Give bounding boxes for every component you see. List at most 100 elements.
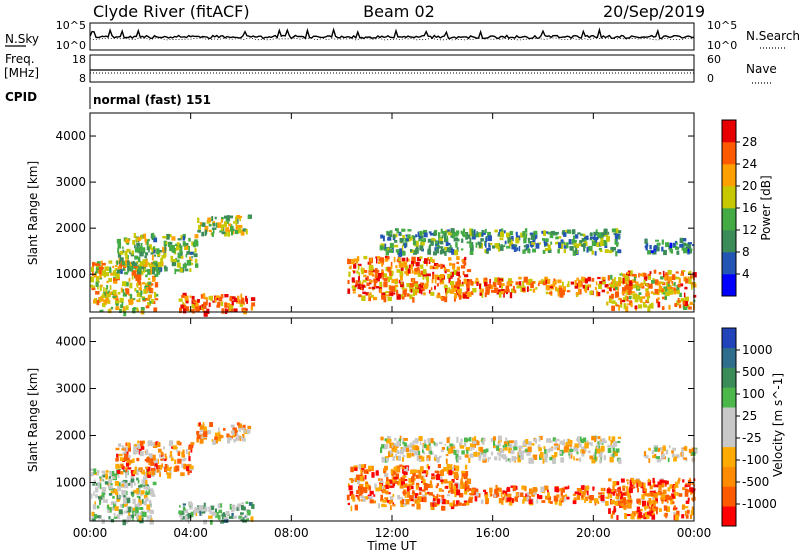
power-colorbar-band [722,274,736,297]
velocity-cell [392,457,395,461]
velocity-cell [401,480,404,486]
power-cell [446,229,450,233]
velocity-cell [223,428,226,431]
velocity-cell [569,448,574,452]
power-cell [154,292,157,298]
velocity-cell [619,491,623,496]
power-cell [594,238,597,245]
velocity-cell [392,493,395,497]
velocity-cell [624,505,627,510]
power-cell [610,274,613,280]
velocity-cell [187,469,191,473]
power-cell [681,238,687,242]
velocity-cell [636,509,641,513]
power-cell [673,288,677,295]
velocity-cell [360,495,364,499]
velocity-cell [687,497,690,502]
velocity-cell [438,455,442,458]
velocity-cell [566,496,570,500]
velocity-cell [673,457,677,462]
velocity-cell [445,454,449,457]
power-cell [420,270,425,276]
power-cell [451,271,454,277]
velocity-cell [96,472,98,476]
power-cell [404,243,407,249]
power-cell [633,277,636,281]
power-cell [109,268,112,273]
velocity-cell [559,440,564,445]
velocity-cell [215,512,219,518]
velocity-cell [139,440,144,447]
power-cell [679,237,684,243]
power-cell [389,230,393,234]
power-cell [514,244,518,247]
velocity-cell [381,456,386,463]
velocity-cell [511,498,514,503]
power-cell [208,229,212,232]
power-cell [676,242,678,245]
power-cell [582,284,587,289]
velocity-cell [481,437,486,442]
velocity-cell [381,444,386,449]
power-cell [618,277,622,283]
velocity-cell [601,442,604,445]
velocity-cell [459,456,462,460]
power-cell [241,307,246,312]
velocity-cell [582,491,586,496]
velocity-cell [157,465,160,471]
velocity-cell [464,437,468,443]
velocity-cell [408,483,411,486]
velocity-cell [643,482,646,489]
velocity-cell [189,467,194,471]
velocity-cell [384,456,389,459]
velocity-cell [467,500,470,506]
velocity-cell [125,462,130,467]
power-cell [102,263,104,266]
velocity-cell [510,449,515,455]
velocity-cell [659,481,664,488]
power-cell [412,240,417,246]
power-cell [189,268,192,272]
velocity-cell [120,471,124,475]
velocity-cell [95,487,99,493]
velocity-cell [246,517,249,522]
velocity-cell [598,495,603,499]
power-cell [362,284,364,291]
velocity-cell [409,448,414,453]
velocity-cell [560,491,563,497]
velocity-cell [203,431,208,437]
velocity-cell [165,456,168,460]
velocity-cell [199,425,204,430]
velocity-cell [223,517,229,523]
velocity-cell [449,443,454,447]
velocity-cell [450,488,454,494]
power-cell [667,276,672,282]
power-cell [597,232,602,238]
velocity-cell [503,492,506,499]
velocity-cell [354,467,358,471]
velocity-cell [691,458,694,461]
power-cell [129,264,133,270]
velocity-cell [427,438,431,443]
velocity-cell [238,428,242,432]
velocity-cell [533,492,537,495]
power-cell [175,269,180,272]
velocity-cell [611,489,614,493]
velocity-cell [383,468,387,473]
velocity-cell [217,514,221,520]
velocity-cell [525,448,530,452]
velocity-cell [402,491,407,495]
velocity-cell [412,445,416,450]
velocity-cell [135,469,139,475]
power-cell [570,281,574,285]
velocity-cell [200,436,203,441]
power-cell [356,256,360,262]
power-cell [448,287,451,292]
velocity-cell [580,485,585,491]
power-cell [476,281,479,286]
velocity-colorbar-band [722,407,736,428]
velocity-cell [359,476,364,482]
velocity-cell [130,470,134,474]
power-cell [365,277,368,281]
